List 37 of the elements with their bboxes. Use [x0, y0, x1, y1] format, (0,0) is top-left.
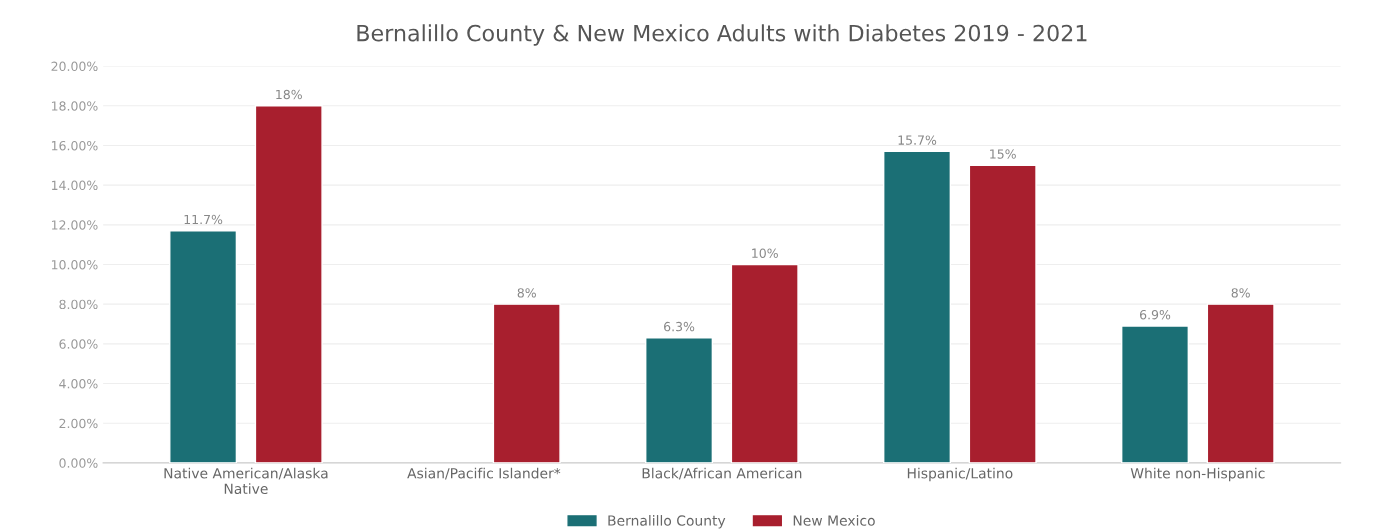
- data-label: 15%: [990, 149, 1016, 159]
- x-tick-label: Black/African American: [642, 467, 802, 480]
- data-label: 8%: [517, 288, 536, 298]
- data-label: 6.9%: [1140, 309, 1171, 320]
- bar: [492, 303, 561, 463]
- x-tick-label: Hispanic/Latino: [907, 467, 1013, 482]
- bar: [645, 337, 714, 463]
- y-tick-label: 4.00%: [59, 379, 98, 389]
- y-tick-label: 8.00%: [59, 299, 98, 310]
- x-tick-label: White non-Hispanic: [1130, 467, 1265, 482]
- data-label: 15.7%: [898, 135, 937, 145]
- x-tick-label: Asian/Pacific Islander*: [407, 467, 561, 480]
- y-tick-label: 20.00%: [51, 61, 98, 72]
- y-tick-label: 12.00%: [51, 220, 98, 230]
- y-tick-label: 6.00%: [59, 339, 98, 349]
- data-label: 11.7%: [184, 214, 223, 225]
- y-tick-label: 0.00%: [59, 458, 98, 468]
- data-label: 10%: [752, 248, 778, 258]
- legend-label: New Mexico: [793, 515, 875, 526]
- x-tick-label: Native American/Alaska Native: [164, 467, 328, 495]
- data-label: 8%: [1231, 288, 1250, 298]
- y-tick-label: 10.00%: [51, 259, 98, 270]
- bar: [169, 230, 238, 463]
- y-tick-label: 16.00%: [51, 140, 98, 151]
- legend-label: Bernalillo County: [608, 515, 726, 529]
- bar: [1120, 325, 1190, 463]
- y-tick-label: 14.00%: [51, 180, 98, 191]
- bar: [730, 263, 799, 463]
- bar: [968, 164, 1037, 463]
- data-label: 6.3%: [664, 321, 695, 332]
- bar: [883, 150, 952, 463]
- data-label: 18%: [276, 89, 302, 100]
- chart-title: Bernalillo County & New Mexico Adults with Diabetes 2019 - 2021: [357, 24, 1087, 46]
- y-tick-label: 18.00%: [51, 101, 98, 111]
- bar: [1206, 303, 1275, 463]
- bar: [254, 105, 323, 463]
- y-tick-label: 2.00%: [59, 418, 98, 429]
